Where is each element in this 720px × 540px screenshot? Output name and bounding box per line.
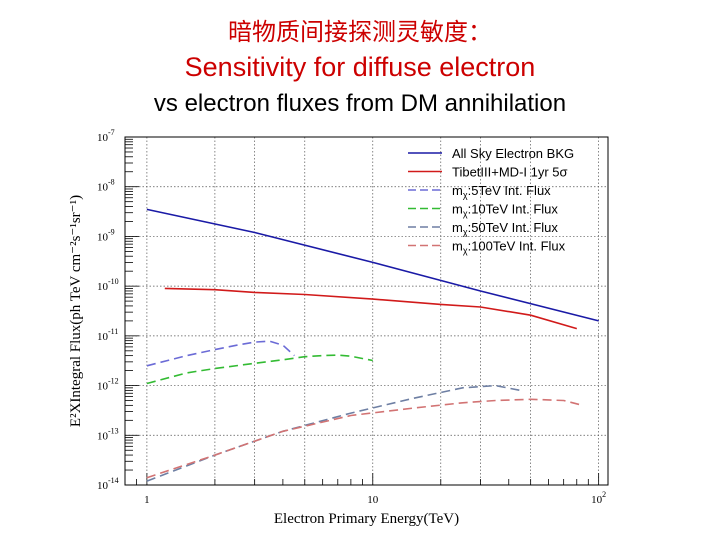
slide-title-english: Sensitivity for diffuse electron xyxy=(184,52,536,82)
series-line-1 xyxy=(146,208,599,322)
series-line-3 xyxy=(146,340,295,367)
x-tick-label-base: 10 xyxy=(367,494,379,506)
legend-label-5: mχ:50TeV Int. Flux xyxy=(452,220,558,237)
y-tick-label-exp: -13 xyxy=(108,426,119,435)
y-tick-label: 10-11 xyxy=(97,327,118,343)
legend-label-text: m xyxy=(452,239,463,254)
y-tick-label-exp: -7 xyxy=(108,128,115,137)
y-tick-label-exp: -14 xyxy=(108,476,119,485)
y-tick-label-base: 10 xyxy=(97,231,109,243)
y-tick-label-base: 10 xyxy=(97,182,109,194)
y-tick-label: 10-7 xyxy=(97,128,115,144)
y-tick-label: 10-12 xyxy=(97,377,119,393)
y-tick-label-exp: -11 xyxy=(108,327,118,336)
y-tick-label-exp: -9 xyxy=(108,227,115,236)
x-tick-label: 1 xyxy=(144,494,150,506)
legend-label-1: All Sky Electron BKG xyxy=(452,146,574,161)
y-tick-label-exp: -12 xyxy=(108,377,119,386)
legend-label-text: All Sky Electron BKG xyxy=(452,146,574,161)
tick-layer: 1 10 10210-710-810-910-1010-1110-1210-1310… xyxy=(97,128,606,506)
y-tick-label-exp: -8 xyxy=(108,178,115,187)
y-tick-label: 10-14 xyxy=(97,476,119,492)
legend: All Sky Electron BKG TibetIII+MD-I 1yr 5σ… xyxy=(408,146,574,256)
y-tick-label-base: 10 xyxy=(97,132,109,144)
legend-label-3: mχ:5TeV Int. Flux xyxy=(452,183,551,200)
y-tick-label-base: 10 xyxy=(97,331,109,343)
slide-title-chinese: 暗物质间接探测灵敏度： xyxy=(228,18,492,46)
legend-label-sub: χ xyxy=(463,246,468,256)
legend-label-rest: :10TeV Int. Flux xyxy=(468,202,559,217)
legend-label-2: TibetIII+MD-I 1yr 5σ xyxy=(452,165,568,180)
y-tick-label-base: 10 xyxy=(97,281,109,293)
legend-label-text: m xyxy=(452,220,463,235)
y-tick-label: 10-10 xyxy=(97,277,119,293)
x-tick-label: 102 xyxy=(591,490,606,506)
legend-label-rest: :100TeV Int. Flux xyxy=(468,239,566,254)
x-tick-label-base: 1 xyxy=(144,494,150,506)
y-tick-label-base: 10 xyxy=(97,381,109,393)
legend-label-text: m xyxy=(452,202,463,217)
x-tick-label-exp: 2 xyxy=(602,490,606,499)
legend-label-sub: χ xyxy=(463,209,468,219)
legend-label-rest: :50TeV Int. Flux xyxy=(468,220,559,235)
series-line-5 xyxy=(146,384,521,482)
y-tick-label-exp: -10 xyxy=(108,277,119,286)
y-axis-label: E²XIntegral Flux(ph TeV cm⁻²s⁻¹sr⁻¹) xyxy=(68,195,84,427)
legend-label-sub: χ xyxy=(463,227,468,237)
y-tick-label: 10-13 xyxy=(97,426,119,442)
y-tick-label: 10-8 xyxy=(97,178,115,194)
y-tick-label-base: 10 xyxy=(97,430,109,442)
series-line-2 xyxy=(164,287,578,330)
legend-label-text: TibetIII+MD-I 1yr 5σ xyxy=(452,165,568,180)
x-tick-label: 10 xyxy=(367,494,379,506)
plot-frame xyxy=(124,136,609,486)
legend-label-text: m xyxy=(452,183,463,198)
legend-label-sub: χ xyxy=(463,190,468,200)
legend-label-4: mχ:10TeV Int. Flux xyxy=(452,202,558,219)
y-tick-label: 10-9 xyxy=(97,227,115,243)
slide-subtitle: vs electron fluxes from DM annihilation xyxy=(153,90,567,117)
legend-label-6: mχ:100TeV Int. Flux xyxy=(452,239,566,256)
legend-label-rest: :5TeV Int. Flux xyxy=(468,183,552,198)
series-layer xyxy=(146,208,599,482)
y-tick-label-base: 10 xyxy=(97,480,109,492)
x-axis-label: Electron Primary Energy(TeV) xyxy=(274,511,459,527)
series-line-4 xyxy=(146,354,373,385)
x-tick-label-base: 10 xyxy=(591,494,603,506)
series-line-6 xyxy=(146,398,583,479)
